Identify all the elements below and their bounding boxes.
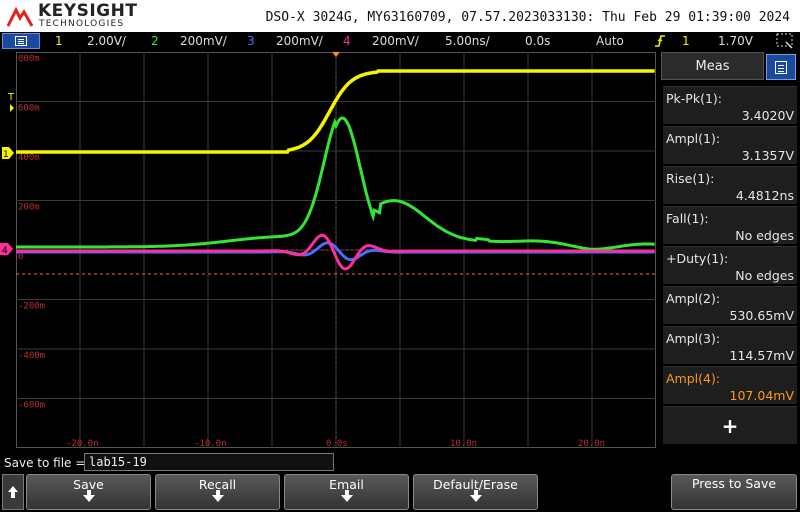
down-arrow-icon [211, 490, 224, 502]
x-axis-label: -20.0n [66, 439, 99, 448]
ch4-scale[interactable]: 200mV/ [372, 34, 419, 48]
brand-name: KEYSIGHT [38, 1, 138, 21]
measurement-value: 530.65mV [729, 308, 794, 323]
ch1-waveform [16, 69, 655, 154]
ch2-waveform [16, 116, 655, 251]
ch2-scale[interactable]: 200mV/ [180, 34, 227, 48]
screen-capture-icon[interactable] [776, 33, 794, 49]
y-axis-label: 400m [18, 153, 40, 163]
down-arrow-icon [82, 490, 95, 502]
y-axis-label: -400m [18, 351, 45, 361]
ch1-ground-marker-icon[interactable] [2, 147, 14, 159]
measurement-item[interactable]: Ampl(3): 114.57mV [663, 326, 797, 364]
trigger-level[interactable]: 1.70V [718, 34, 753, 48]
measurement-value: No edges [735, 268, 794, 283]
menu-icon [15, 36, 27, 46]
list-icon [775, 60, 787, 74]
ch3-number[interactable]: 3 [247, 34, 255, 48]
ch4-ground-marker-icon[interactable] [0, 243, 13, 255]
keysight-logo-icon [6, 6, 34, 27]
measurement-item[interactable]: Pk-Pk(1): 3.4020V [663, 86, 797, 124]
x-axis-label: 10.0n [450, 439, 477, 448]
save-softkey[interactable]: Save [26, 474, 151, 510]
recall-softkey-label: Recall [198, 477, 237, 492]
timebase-scale[interactable]: 5.00ns/ [445, 34, 490, 48]
back-button[interactable] [2, 474, 24, 510]
y-axis-label: -200m [18, 302, 45, 312]
horizontal-delay[interactable]: 0.0s [525, 34, 551, 48]
brand-subtitle: TECHNOLOGIES [39, 19, 125, 29]
add-measurement-button[interactable]: + [663, 406, 797, 444]
measurement-value: No edges [735, 228, 794, 243]
channel-status-bar: 1 2.00V/ 2 200mV/ 3 200mV/ 4 200mV/ 5.00… [0, 32, 800, 50]
save-to-file-label: Save to file = [4, 456, 86, 470]
measurement-item[interactable]: Ampl(1): 3.1357V [663, 126, 797, 164]
email-softkey-label: Email [329, 477, 364, 492]
ch1-scale[interactable]: 2.00V/ [87, 34, 126, 48]
y-axis-label: 200m [18, 203, 40, 213]
measurement-item[interactable]: Ampl(4): 107.04mV [663, 366, 797, 404]
measurement-item[interactable]: Fall(1): No edges [663, 206, 797, 244]
save-softkey-label: Save [73, 477, 104, 492]
measurement-name: Ampl(4): [666, 371, 721, 386]
recall-softkey[interactable]: Recall [155, 474, 280, 510]
measurement-name: Ampl(2): [666, 291, 721, 306]
ch3-scale[interactable]: 200mV/ [276, 34, 323, 48]
down-arrow-icon [469, 490, 482, 502]
x-axis-label: -10.0n [194, 439, 227, 448]
up-arrow-icon [8, 486, 18, 498]
ch1-marker-label: 1 [3, 150, 9, 160]
instrument-info: DSO-X 3024G, MY63160709, 07.57.202303313… [265, 10, 790, 25]
measurement-item[interactable]: +Duty(1): No edges [663, 246, 797, 284]
header-bar: KEYSIGHT TECHNOLOGIES DSO-X 3024G, MY631… [0, 0, 800, 32]
measurement-name: Ampl(1): [666, 131, 721, 146]
trigger-mode[interactable]: Auto [596, 34, 624, 48]
measurement-value: 4.4812ns [735, 188, 794, 203]
measurement-item[interactable]: Rise(1): 4.4812ns [663, 166, 797, 204]
measurement-value: 107.04mV [729, 388, 794, 403]
measurement-name: Rise(1): [666, 171, 715, 186]
y-axis-label: 600m [18, 104, 40, 114]
trigger-position-marker [332, 52, 340, 57]
measurement-item[interactable]: Ampl(2): 530.65mV [663, 286, 797, 324]
y-axis-label: -600m [18, 401, 45, 411]
press-to-save-softkey[interactable]: Press to Save [671, 474, 797, 510]
ch4-waveform [16, 233, 655, 271]
down-arrow-icon [340, 490, 353, 502]
measurement-value: 3.1357V [741, 148, 794, 163]
filename-field[interactable]: lab15-19 [84, 453, 334, 471]
channel-markers: T 1 4 [0, 92, 15, 256]
waveform-graticule[interactable]: 800m 600m 400m 200m 0 -200m -400m -600m -20.0n -1… [16, 52, 656, 448]
measurement-panel: Meas Pk-Pk(1): 3.4020V Ampl(1): 3.1357V Rise… [661, 52, 800, 450]
rising-edge-trigger-icon [655, 35, 665, 47]
default-erase-softkey[interactable]: Default/Erase [413, 474, 538, 510]
ch4-marker-label: 4 [2, 246, 8, 256]
meas-menu-button[interactable] [766, 54, 796, 80]
y-axis-label: 0 [18, 252, 23, 262]
measurement-name: +Duty(1): [666, 251, 729, 266]
email-softkey[interactable]: Email [284, 474, 409, 510]
trigger-level-marker[interactable]: T [7, 92, 15, 103]
meas-tab[interactable]: Meas [661, 52, 764, 80]
ch1-number[interactable]: 1 [55, 34, 63, 48]
default-erase-softkey-label: Default/Erase [433, 477, 518, 492]
x-axis-label: 20.0n [578, 439, 605, 448]
trigger-source[interactable]: 1 [682, 34, 690, 48]
main-menu-button[interactable] [2, 33, 40, 49]
trigger-arrow-icon [10, 104, 14, 112]
waveform-display[interactable]: 800m 600m 400m 200m 0 -200m -400m -600m -20.0n -1… [16, 52, 656, 448]
ch2-number[interactable]: 2 [151, 34, 159, 48]
x-axis-label: 0.0s [326, 439, 348, 448]
measurement-value: 3.4020V [741, 108, 794, 123]
measurement-value: 114.57mV [729, 348, 794, 363]
measurement-name: Pk-Pk(1): [666, 91, 722, 106]
measurement-name: Fall(1): [666, 211, 709, 226]
measurement-name: Ampl(3): [666, 331, 721, 346]
ch4-number[interactable]: 4 [343, 34, 351, 48]
y-axis-label: 800m [18, 54, 40, 64]
